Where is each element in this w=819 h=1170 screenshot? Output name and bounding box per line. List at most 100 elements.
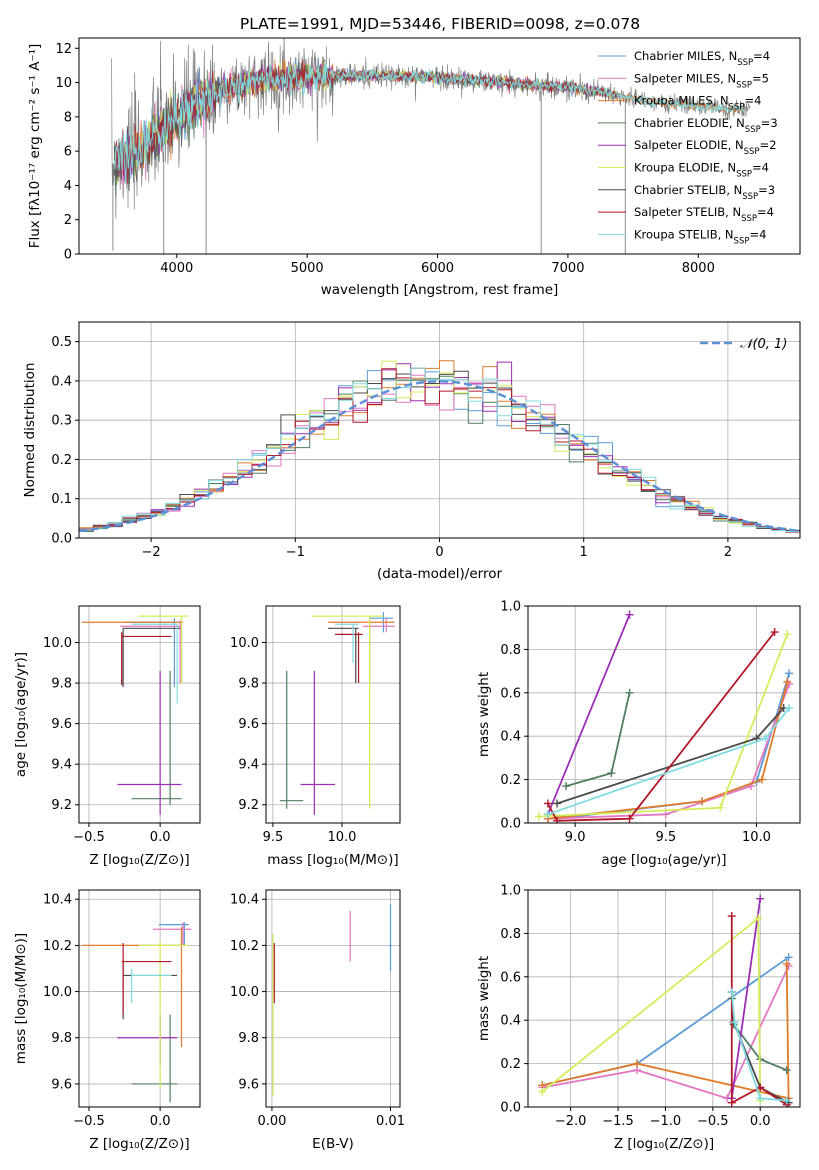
- spectrum-legend: Chabrier MILES, NSSP=4 Salpeter MILES, NS…: [598, 49, 778, 246]
- y-tick-label: 0.8: [500, 927, 521, 942]
- x-tick-label: −2: [142, 545, 161, 560]
- y-tick-label: 0.4: [500, 1014, 521, 1029]
- y-axis-label: mass weight: [476, 956, 492, 1041]
- x-tick-label: 7000: [551, 261, 584, 276]
- weight-line-chabrier_miles: [556, 673, 790, 820]
- y-tick-label: 10.2: [43, 939, 72, 954]
- y-tick-label: 9.6: [238, 1077, 259, 1092]
- y-tick-label: 0.2: [51, 453, 72, 468]
- y-tick-label: 10.0: [43, 636, 72, 651]
- weight-marker-kroupa_miles: [757, 775, 766, 784]
- weight-marker-kroupa_miles: [783, 677, 792, 686]
- x-axis-label: Z [log₁₀(Z/Z⊙)]: [614, 1136, 714, 1152]
- y-tick-label: 9.2: [238, 798, 259, 813]
- axes-age_vs_z: −0.5 0.0 9.2 9.4 9.6 9.8 10.0 Z [log₁₀(Z/Z⊙)] ag…: [13, 605, 201, 868]
- y-tick-label: 9.6: [238, 717, 259, 732]
- y-tick-label: 0.4: [500, 730, 521, 745]
- axes-frame: [78, 37, 801, 255]
- y-axis-label: mass [log₁₀(M/M⊙)]: [13, 933, 29, 1064]
- x-tick-label: −1: [286, 545, 305, 560]
- axes-frame: [265, 605, 401, 824]
- weight-line-kroupa_stelib: [730, 991, 787, 1102]
- x-tick-label: −2.0: [555, 1114, 587, 1129]
- y-tick-label: 9.4: [51, 758, 72, 773]
- weight-line-kroupa_elodie: [541, 916, 762, 1101]
- y-tick-label: 10.0: [230, 636, 259, 651]
- plot-area-weight_vs_age: [534, 610, 794, 823]
- y-tick-label: 9.6: [51, 1077, 72, 1092]
- weight-marker-kroupa_stelib: [543, 810, 552, 819]
- y-tick-label: 9.4: [238, 758, 259, 773]
- x-tick-label: 9.0: [565, 830, 586, 845]
- weight-marker-kroupa_stelib: [756, 1094, 765, 1103]
- y-tick-label: 2: [64, 213, 72, 228]
- axes-spectrum: Chabrier MILES, NSSP=4 Salpeter MILES, NS…: [27, 37, 801, 298]
- legend-entry: Salpeter ELODIE, NSSP=2: [634, 138, 777, 157]
- weight-marker-salpeter_stelib: [756, 1083, 765, 1092]
- legend-entry: 𝒩(0, 1): [740, 337, 787, 352]
- weight-marker-salpeter_elodie: [756, 894, 765, 903]
- figure-title: PLATE=1991, MJD=53446, FIBERID=0098, z=0…: [240, 15, 640, 33]
- weight-line-salpeter_stelib: [547, 631, 776, 822]
- x-tick-label: 8000: [682, 261, 715, 276]
- y-tick-label: 0.0: [51, 532, 72, 547]
- weight-marker-salpeter_stelib: [727, 1098, 736, 1107]
- x-tick-label: 0.0: [750, 1114, 771, 1129]
- weight-line-salpeter_elodie: [547, 614, 631, 815]
- axes-age_vs_mass: 9.5 10.0 9.2 9.4 9.6 9.8 10.0 mass [log₁₀(M/M⊙)…: [230, 605, 401, 868]
- y-axis-label: mass weight: [476, 672, 492, 757]
- y-tick-label: 0.1: [51, 492, 72, 507]
- x-tick-label: 10.0: [742, 830, 771, 845]
- axes-frame: [527, 889, 801, 1108]
- x-axis-label: Z [log₁₀(Z/Z⊙)]: [89, 1136, 189, 1152]
- weight-line-chabrier_stelib: [556, 707, 785, 805]
- axes-mass_vs_ebv: 0.00 0.01 9.6 9.8 10.0 10.2 10.4 E(B-V): [230, 889, 405, 1152]
- weight-line-kroupa_miles: [547, 681, 789, 820]
- y-tick-label: 10.2: [230, 939, 259, 954]
- y-tick-label: 9.8: [238, 677, 259, 692]
- y-tick-label: 0.4: [51, 374, 72, 389]
- model-line-kroupa_stelib: [113, 61, 745, 184]
- x-tick-label: −1.5: [602, 1114, 634, 1129]
- plot-area-weight_vs_z: [538, 894, 793, 1107]
- y-tick-label: 0.0: [500, 817, 521, 832]
- x-tick-label: 0.00: [257, 1114, 286, 1129]
- legend-entry: Kroupa ELODIE, NSSP=4: [634, 161, 769, 180]
- weight-marker-kroupa_stelib: [727, 987, 736, 996]
- x-tick-label: −0.5: [73, 1114, 105, 1129]
- y-axis-label: Normed distribution: [22, 363, 38, 498]
- x-tick-label: 6000: [421, 261, 454, 276]
- y-tick-label: 0.8: [500, 643, 521, 658]
- y-tick-label: 0.2: [500, 773, 521, 788]
- plot-area-residuals: [79, 360, 800, 533]
- axes-residuals: 𝒩(0, 1) −2 −1 0 1 2 0.0 0.1 0.2 0.3 0.4 0.5 (data-mo…: [22, 321, 801, 582]
- weight-marker-kroupa_stelib: [730, 1018, 739, 1027]
- y-tick-label: 0.0: [500, 1101, 521, 1116]
- weight-marker-chabrier_stelib: [553, 799, 562, 808]
- weight-line-salpeter_miles: [547, 683, 790, 820]
- normal-curve: [79, 380, 800, 533]
- weight-marker-chabrier_elodie: [562, 782, 571, 791]
- weight-marker-kroupa_stelib: [761, 734, 770, 743]
- weight-line-chabrier_elodie: [565, 692, 631, 787]
- weight-marker-salpeter_elodie: [625, 610, 634, 619]
- weight-marker-kroupa_elodie: [716, 803, 725, 812]
- y-tick-label: 10: [55, 76, 72, 91]
- weight-marker-kroupa_miles: [632, 1059, 641, 1068]
- y-tick-label: 4: [64, 179, 72, 194]
- y-tick-label: 6: [64, 145, 72, 160]
- y-tick-label: 9.6: [51, 717, 72, 732]
- y-tick-label: 10.0: [230, 985, 259, 1000]
- plot-area-mass_vs_z: [81, 922, 192, 1103]
- weight-line-salpeter_stelib: [730, 916, 788, 1106]
- weight-marker-chabrier_elodie: [607, 769, 616, 778]
- y-tick-label: 9.8: [51, 677, 72, 692]
- axes-frame: [265, 889, 401, 1108]
- weight-line-salpeter_miles: [542, 965, 790, 1100]
- weight-marker-salpeter_stelib: [625, 814, 634, 823]
- axes-frame: [78, 605, 201, 824]
- x-tick-label: 9.5: [655, 830, 676, 845]
- weight-marker-salpeter_stelib: [770, 628, 779, 637]
- axes-frame: [78, 889, 201, 1108]
- x-tick-label: 0.0: [150, 830, 171, 845]
